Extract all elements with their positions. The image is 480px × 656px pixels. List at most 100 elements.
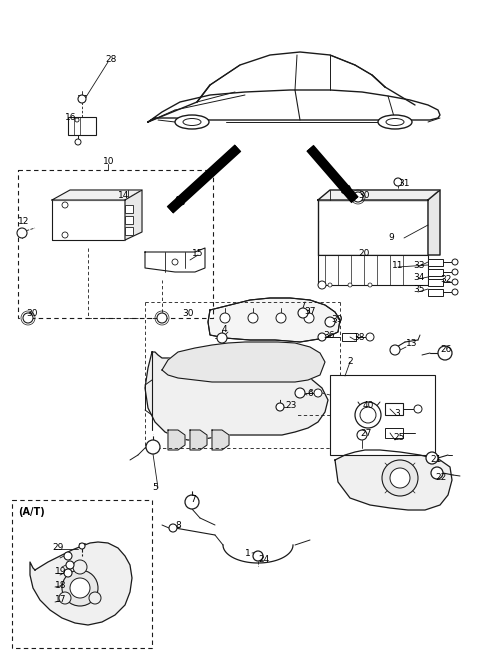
- Circle shape: [172, 259, 178, 265]
- Bar: [428, 279, 443, 286]
- Bar: [125, 205, 133, 213]
- Circle shape: [220, 313, 230, 323]
- Polygon shape: [190, 430, 207, 450]
- Circle shape: [17, 228, 27, 238]
- Circle shape: [328, 283, 332, 287]
- Circle shape: [452, 259, 458, 265]
- Circle shape: [62, 202, 68, 208]
- Text: 35: 35: [413, 285, 424, 295]
- Text: (A/T): (A/T): [18, 507, 45, 517]
- Circle shape: [217, 333, 227, 343]
- Text: 22: 22: [435, 472, 446, 482]
- Text: 11: 11: [392, 262, 404, 270]
- Circle shape: [353, 192, 363, 202]
- Circle shape: [276, 313, 286, 323]
- Polygon shape: [428, 190, 440, 255]
- Polygon shape: [145, 352, 328, 440]
- Circle shape: [355, 402, 381, 428]
- Text: 36: 36: [323, 331, 335, 340]
- Circle shape: [390, 468, 410, 488]
- Text: 21: 21: [430, 455, 442, 464]
- Circle shape: [452, 289, 458, 295]
- Circle shape: [75, 139, 81, 145]
- Text: 4: 4: [222, 325, 228, 335]
- Text: 37: 37: [304, 306, 315, 316]
- Circle shape: [298, 308, 308, 318]
- Circle shape: [75, 118, 79, 122]
- Circle shape: [64, 569, 72, 577]
- Text: 32: 32: [440, 276, 451, 285]
- Circle shape: [70, 578, 90, 598]
- Polygon shape: [52, 200, 125, 240]
- Polygon shape: [145, 248, 205, 272]
- Polygon shape: [208, 298, 340, 342]
- Text: 1: 1: [245, 548, 251, 558]
- Circle shape: [438, 346, 452, 360]
- Text: 9: 9: [388, 232, 394, 241]
- Circle shape: [248, 313, 258, 323]
- Text: 16: 16: [65, 112, 76, 121]
- Text: 5: 5: [152, 483, 158, 493]
- Polygon shape: [318, 190, 440, 200]
- Text: 30: 30: [358, 190, 370, 199]
- Text: 13: 13: [406, 340, 418, 348]
- Text: 39: 39: [331, 316, 343, 325]
- Circle shape: [62, 232, 68, 238]
- Circle shape: [62, 570, 98, 606]
- Bar: [428, 289, 443, 296]
- Polygon shape: [212, 430, 229, 450]
- Circle shape: [66, 561, 74, 569]
- Text: 19: 19: [55, 567, 67, 575]
- Circle shape: [253, 551, 263, 561]
- Circle shape: [23, 313, 33, 323]
- Polygon shape: [168, 430, 185, 450]
- Ellipse shape: [183, 119, 201, 125]
- Circle shape: [357, 430, 367, 440]
- Circle shape: [146, 440, 160, 454]
- Circle shape: [452, 279, 458, 285]
- Text: 3: 3: [394, 409, 400, 417]
- Text: 23: 23: [285, 401, 296, 409]
- Text: 38: 38: [353, 333, 364, 342]
- Text: 28: 28: [105, 56, 116, 64]
- Ellipse shape: [386, 119, 404, 125]
- Bar: [12, 500, 152, 648]
- Ellipse shape: [175, 115, 209, 129]
- Text: 10: 10: [103, 157, 115, 167]
- Polygon shape: [318, 200, 428, 255]
- Polygon shape: [335, 450, 452, 510]
- Circle shape: [73, 560, 87, 574]
- Text: 18: 18: [55, 581, 67, 590]
- Text: 7: 7: [190, 495, 196, 504]
- Bar: [342, 333, 356, 341]
- Circle shape: [452, 269, 458, 275]
- Circle shape: [157, 313, 167, 323]
- Text: 29: 29: [52, 543, 63, 552]
- Text: 12: 12: [18, 218, 29, 226]
- Circle shape: [276, 403, 284, 411]
- Circle shape: [318, 281, 326, 289]
- Circle shape: [78, 95, 86, 103]
- Text: 25: 25: [393, 434, 404, 443]
- Circle shape: [368, 283, 372, 287]
- Polygon shape: [162, 342, 325, 382]
- Circle shape: [360, 407, 376, 423]
- Polygon shape: [125, 190, 142, 240]
- Text: 34: 34: [413, 272, 424, 281]
- Circle shape: [89, 592, 101, 604]
- Text: 15: 15: [192, 249, 204, 258]
- Circle shape: [169, 524, 177, 532]
- Bar: [428, 259, 443, 266]
- Polygon shape: [30, 542, 132, 625]
- Bar: [18, 170, 213, 318]
- Text: 33: 33: [413, 260, 424, 270]
- Text: 17: 17: [55, 596, 67, 604]
- Bar: [385, 428, 403, 438]
- Bar: [318, 255, 428, 285]
- Circle shape: [426, 452, 438, 464]
- Ellipse shape: [378, 115, 412, 129]
- Bar: [125, 227, 133, 235]
- Text: 30: 30: [182, 308, 193, 318]
- Circle shape: [295, 388, 305, 398]
- Text: 24: 24: [258, 556, 269, 565]
